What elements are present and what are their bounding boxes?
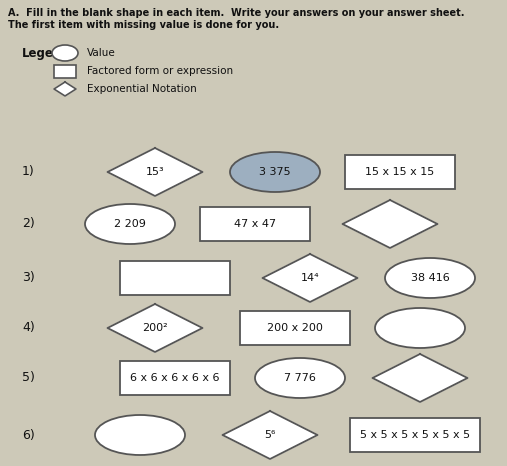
Text: 4): 4): [22, 322, 35, 335]
Text: Legend:: Legend:: [22, 47, 76, 60]
Text: 3 375: 3 375: [259, 167, 291, 177]
Text: 3): 3): [22, 272, 35, 285]
Text: Value: Value: [87, 48, 116, 58]
Polygon shape: [54, 82, 76, 96]
Text: Exponential Notation: Exponential Notation: [87, 84, 197, 94]
Polygon shape: [343, 200, 438, 248]
Text: 7 776: 7 776: [284, 373, 316, 383]
Text: 2): 2): [22, 218, 35, 231]
Text: 15 x 15 x 15: 15 x 15 x 15: [366, 167, 434, 177]
Text: 5 x 5 x 5 x 5 x 5 x 5: 5 x 5 x 5 x 5 x 5 x 5: [360, 430, 470, 440]
Ellipse shape: [255, 358, 345, 398]
Ellipse shape: [385, 258, 475, 298]
Text: 1): 1): [22, 165, 35, 178]
FancyBboxPatch shape: [345, 155, 455, 189]
Ellipse shape: [52, 45, 78, 61]
Text: 5⁶: 5⁶: [264, 430, 276, 440]
Text: 200²: 200²: [142, 323, 168, 333]
FancyBboxPatch shape: [54, 64, 76, 77]
Polygon shape: [223, 411, 317, 459]
Text: Factored form or expression: Factored form or expression: [87, 66, 233, 76]
Text: A.  Fill in the blank shape in each item.  Write your answers on your answer she: A. Fill in the blank shape in each item.…: [8, 8, 464, 18]
FancyBboxPatch shape: [350, 418, 480, 452]
Polygon shape: [373, 354, 467, 402]
Ellipse shape: [375, 308, 465, 348]
Text: 14⁴: 14⁴: [301, 273, 319, 283]
Polygon shape: [263, 254, 357, 302]
FancyBboxPatch shape: [120, 361, 230, 395]
Text: 38 416: 38 416: [411, 273, 449, 283]
Polygon shape: [107, 148, 202, 196]
Text: 47 x 47: 47 x 47: [234, 219, 276, 229]
Ellipse shape: [230, 152, 320, 192]
Text: The first item with missing value is done for you.: The first item with missing value is don…: [8, 20, 279, 30]
Ellipse shape: [95, 415, 185, 455]
Text: 2 209: 2 209: [114, 219, 146, 229]
FancyBboxPatch shape: [200, 207, 310, 241]
Ellipse shape: [85, 204, 175, 244]
Polygon shape: [107, 304, 202, 352]
Text: 5): 5): [22, 371, 35, 384]
FancyBboxPatch shape: [240, 311, 350, 345]
Text: 6 x 6 x 6 x 6 x 6: 6 x 6 x 6 x 6 x 6: [130, 373, 220, 383]
Text: 6): 6): [22, 429, 35, 441]
Text: 15³: 15³: [146, 167, 164, 177]
FancyBboxPatch shape: [120, 261, 230, 295]
Text: 200 x 200: 200 x 200: [267, 323, 323, 333]
